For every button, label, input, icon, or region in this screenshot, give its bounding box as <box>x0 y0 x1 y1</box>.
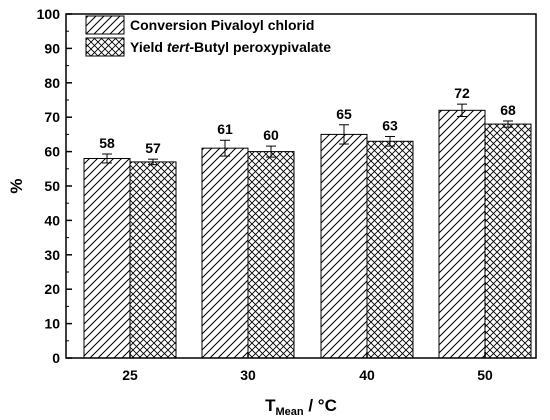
y-tick-label: 50 <box>44 178 60 194</box>
y-tick-label: 40 <box>44 212 60 228</box>
legend: Conversion Pivaloyl chlorid Yield tert-B… <box>85 15 331 57</box>
y-tick-label: 20 <box>44 281 60 297</box>
x-tick-label-25: 25 <box>122 367 138 383</box>
x-axis-title-unit: / °C <box>304 396 337 415</box>
data-label-conversion-25: 58 <box>99 135 115 151</box>
data-label-yield-50: 68 <box>500 102 516 118</box>
bar-yield-40 <box>366 140 414 359</box>
y-axis-title: % <box>7 178 26 193</box>
bar-yield-25 <box>129 161 177 359</box>
data-label-yield-40: 63 <box>382 117 398 133</box>
data-label-conversion-30: 61 <box>217 121 233 137</box>
x-axis-title: TMean / °C <box>265 396 337 418</box>
x-axis-title-subscript: Mean <box>276 406 304 418</box>
bar-conversion-30 <box>201 147 249 359</box>
legend-label-yield: Yield tert-Butyl peroxypivalate <box>130 39 331 55</box>
y-tick-label: 90 <box>44 40 60 56</box>
legend-label-yield-part3: -Butyl peroxypivalate <box>189 39 331 55</box>
y-tick-label: 60 <box>44 144 60 160</box>
y-tick-label: 30 <box>44 247 60 263</box>
data-label-conversion-40: 65 <box>336 106 352 122</box>
legend-swatch-conversion <box>85 15 125 35</box>
y-tick-label: 80 <box>44 75 60 91</box>
legend-label-yield-part1: Yield <box>130 39 167 55</box>
bar-yield-30 <box>247 151 295 359</box>
x-tick-label-30: 30 <box>240 367 256 383</box>
y-tick-label: 0 <box>52 350 60 366</box>
x-tick-label-50: 50 <box>477 367 493 383</box>
x-axis-title-main: T <box>265 396 276 415</box>
y-tick-label: 100 <box>37 6 61 22</box>
legend-label-yield-italic: tert <box>167 39 191 55</box>
y-tick-label: 70 <box>44 109 60 125</box>
bar-conversion-50 <box>438 109 486 359</box>
data-label-conversion-50: 72 <box>454 85 470 101</box>
bar-conversion-40 <box>320 133 368 359</box>
legend-label-conversion: Conversion Pivaloyl chlorid <box>130 17 314 33</box>
bar-conversion-25 <box>83 157 131 359</box>
legend-swatch-yield <box>85 37 125 57</box>
x-tick-label-40: 40 <box>359 367 375 383</box>
data-label-yield-25: 57 <box>145 140 161 156</box>
bar-yield-50 <box>484 123 532 359</box>
data-label-yield-30: 60 <box>263 127 279 143</box>
y-tick-label: 10 <box>44 316 60 332</box>
